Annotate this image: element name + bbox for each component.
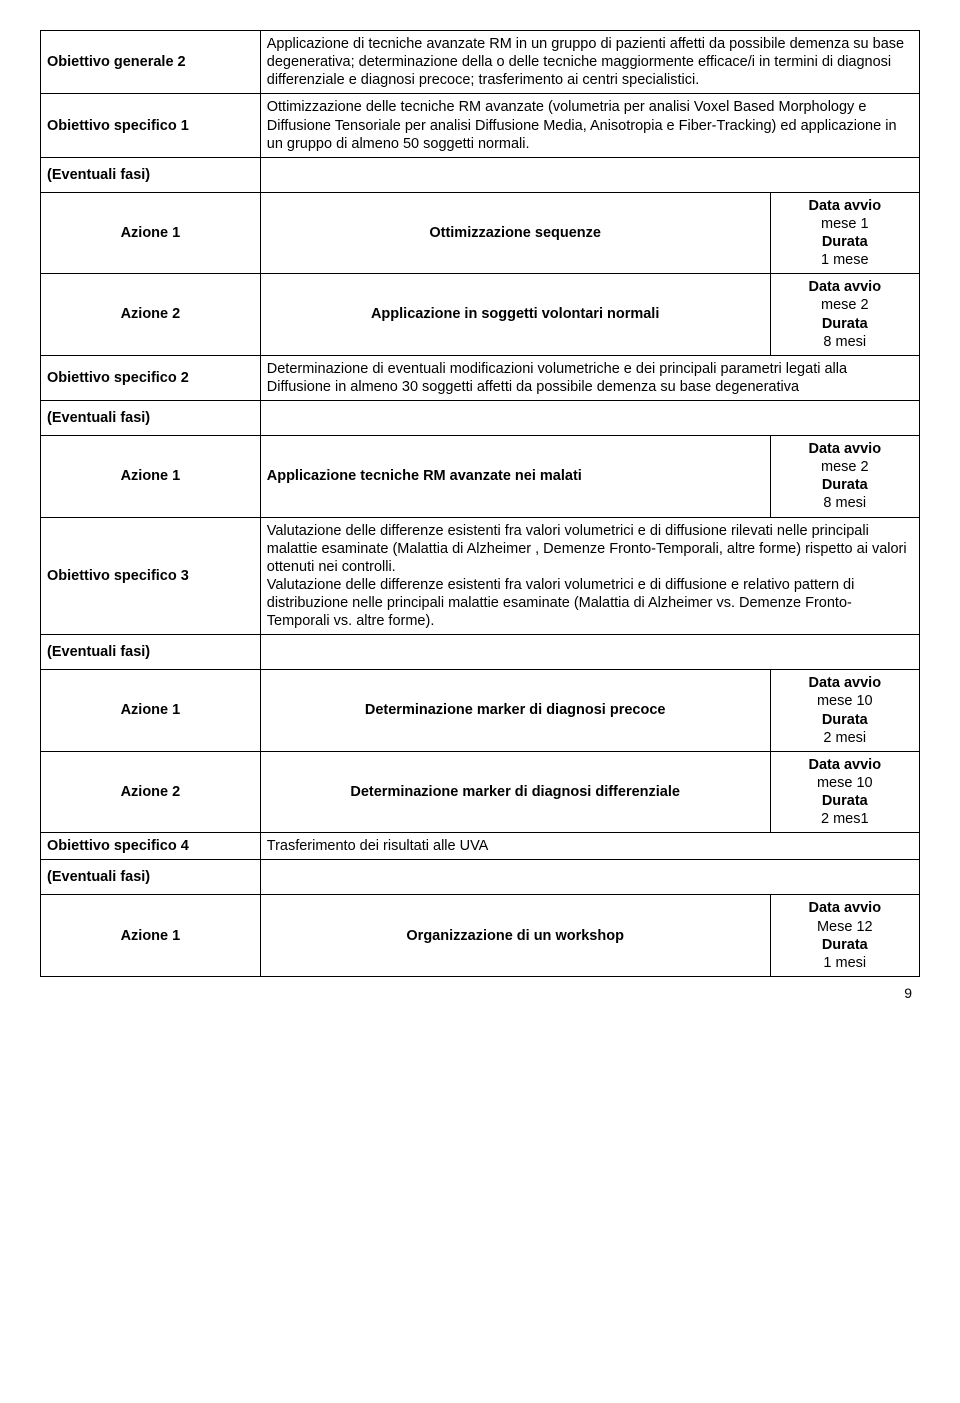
s3a2-start: mese 10 [817, 775, 873, 791]
s1a1-du: Durata [822, 234, 868, 250]
s4a1-timing: Data avvio Mese 12 Durata 1 mesi [770, 895, 919, 977]
s3a2-du: Durata [822, 793, 868, 809]
eventuali-2-blank [260, 401, 919, 436]
s3a1-desc: Determinazione marker di diagnosi precoc… [365, 702, 666, 718]
s3a2-label: Azione 2 [41, 751, 261, 833]
row-spec-1: Obiettivo specifico 1 Ottimizzazione del… [41, 94, 920, 157]
s1a1-dur: 1 mese [821, 252, 869, 268]
row-eventuali-1: (Eventuali fasi) [41, 157, 920, 192]
s1a2-du: Durata [822, 316, 868, 332]
row-s4a1: Azione 1 Organizzazione di un workshop D… [41, 895, 920, 977]
s3a2-dur: 2 mes1 [821, 811, 869, 827]
s1a2-timing: Data avvio mese 2 Durata 8 mesi [770, 274, 919, 356]
s3a2-da: Data avvio [809, 757, 882, 773]
s1a1-start: mese 1 [821, 216, 869, 232]
eventuali-2-label: (Eventuali fasi) [41, 401, 261, 436]
eventuali-4-blank [260, 860, 919, 895]
s4a1-desc: Organizzazione di un workshop [406, 928, 624, 944]
s1a2-da: Data avvio [809, 279, 882, 295]
s1a1-da: Data avvio [809, 198, 882, 214]
spec-2-text: Determinazione di eventuali modificazion… [260, 355, 919, 400]
s1a2-label: Azione 2 [41, 274, 261, 356]
eventuali-3-label: (Eventuali fasi) [41, 635, 261, 670]
row-s1a1: Azione 1 Ottimizzazione sequenze Data av… [41, 192, 920, 274]
row-spec-3: Obiettivo specifico 3 Valutazione delle … [41, 517, 920, 635]
s4a1-dur: 1 mesi [823, 955, 866, 971]
eventuali-3-blank [260, 635, 919, 670]
s2a1-desc: Applicazione tecniche RM avanzate nei ma… [267, 468, 582, 484]
row-s3a1: Azione 1 Determinazione marker di diagno… [41, 670, 920, 752]
s2a1-du: Durata [822, 477, 868, 493]
s3a1-dur: 2 mesi [823, 730, 866, 746]
spec-4-label: Obiettivo specifico 4 [41, 833, 261, 860]
s2a1-da: Data avvio [809, 441, 882, 457]
spec-1-label: Obiettivo specifico 1 [41, 94, 261, 157]
eventuali-4-label: (Eventuali fasi) [41, 860, 261, 895]
s1a2-start: mese 2 [821, 297, 869, 313]
s1a1-label: Azione 1 [41, 192, 261, 274]
s1a1-timing: Data avvio mese 1 Durata 1 mese [770, 192, 919, 274]
s2a1-label: Azione 1 [41, 436, 261, 518]
s3a2-timing: Data avvio mese 10 Durata 2 mes1 [770, 751, 919, 833]
row-eventuali-3: (Eventuali fasi) [41, 635, 920, 670]
row-spec-4: Obiettivo specifico 4 Trasferimento dei … [41, 833, 920, 860]
s4a1-da: Data avvio [809, 900, 882, 916]
spec-3-text: Valutazione delle differenze esistenti f… [260, 517, 919, 635]
s4a1-start: Mese 12 [817, 919, 873, 935]
s3a1-da: Data avvio [809, 675, 882, 691]
spec-4-text: Trasferimento dei risultati alle UVA [260, 833, 919, 860]
s2a1-dur: 8 mesi [823, 495, 866, 511]
project-table: Obiettivo generale 2 Applicazione di tec… [40, 30, 920, 977]
s3a1-timing: Data avvio mese 10 Durata 2 mesi [770, 670, 919, 752]
spec-1-text: Ottimizzazione delle tecniche RM avanzat… [260, 94, 919, 157]
eventuali-1-blank [260, 157, 919, 192]
row-s3a2: Azione 2 Determinazione marker di diagno… [41, 751, 920, 833]
spec-3-label: Obiettivo specifico 3 [41, 517, 261, 635]
s3a1-du: Durata [822, 712, 868, 728]
s2a1-start: mese 2 [821, 459, 869, 475]
spec-2-label: Obiettivo specifico 2 [41, 355, 261, 400]
obj-gen-2-text: Applicazione di tecniche avanzate RM in … [260, 31, 919, 94]
page-number: 9 [40, 985, 920, 1003]
eventuali-1-label: (Eventuali fasi) [41, 157, 261, 192]
s1a2-dur: 8 mesi [823, 334, 866, 350]
s3a1-label: Azione 1 [41, 670, 261, 752]
s1a1-desc: Ottimizzazione sequenze [429, 225, 601, 241]
row-s2a1: Azione 1 Applicazione tecniche RM avanza… [41, 436, 920, 518]
s2a1-timing: Data avvio mese 2 Durata 8 mesi [770, 436, 919, 518]
row-s1a2: Azione 2 Applicazione in soggetti volont… [41, 274, 920, 356]
row-eventuali-2: (Eventuali fasi) [41, 401, 920, 436]
s4a1-du: Durata [822, 937, 868, 953]
obj-gen-2-label: Obiettivo generale 2 [41, 31, 261, 94]
row-obj-gen-2: Obiettivo generale 2 Applicazione di tec… [41, 31, 920, 94]
row-eventuali-4: (Eventuali fasi) [41, 860, 920, 895]
s1a2-desc: Applicazione in soggetti volontari norma… [371, 306, 659, 322]
s3a1-start: mese 10 [817, 693, 873, 709]
row-spec-2: Obiettivo specifico 2 Determinazione di … [41, 355, 920, 400]
s3a2-desc: Determinazione marker di diagnosi differ… [350, 784, 680, 800]
s4a1-label: Azione 1 [41, 895, 261, 977]
